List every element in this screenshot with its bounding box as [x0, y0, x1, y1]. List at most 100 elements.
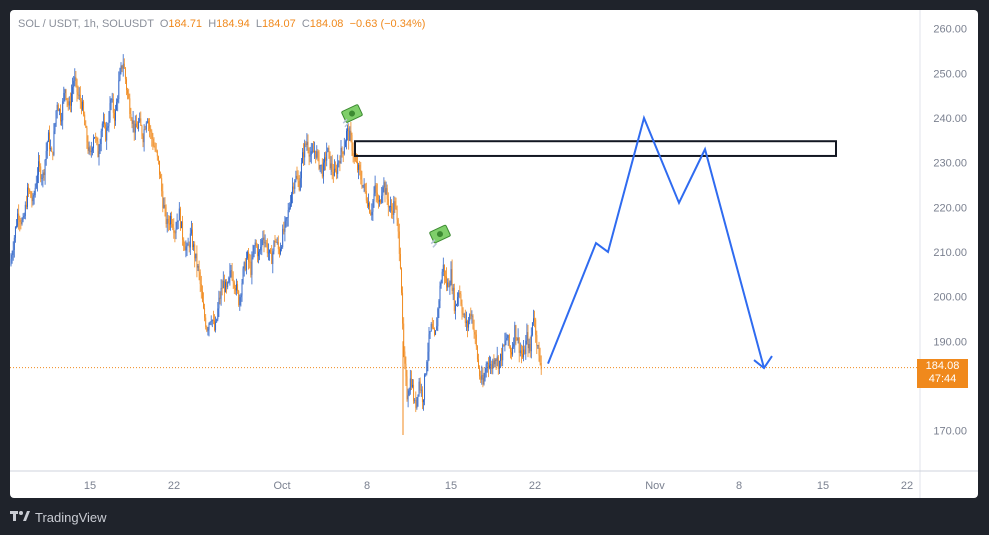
candle-body	[410, 378, 412, 387]
candle-body	[509, 346, 511, 353]
candle-body	[374, 185, 376, 194]
candle-body	[161, 178, 163, 192]
candle-body	[445, 276, 446, 278]
candle-body	[222, 280, 224, 289]
candle-body	[405, 363, 407, 377]
candle-body	[133, 120, 135, 133]
candle-body	[78, 94, 80, 96]
candle-body	[349, 130, 351, 141]
candle-body	[170, 216, 171, 225]
candle-body	[419, 381, 421, 391]
symbol-label: SOL / USDT, 1h, SOLUSDT	[18, 18, 154, 30]
money-icon[interactable]	[339, 104, 364, 128]
candle-body	[61, 120, 63, 122]
candle-body	[278, 248, 280, 254]
candle-body	[241, 283, 243, 296]
candle-body	[34, 187, 36, 196]
price-chart[interactable]: 260.00 250.00 240.00 230.00 220.00 210.00 200.…	[10, 10, 978, 498]
candle-body	[97, 141, 99, 158]
candle-body	[325, 157, 327, 161]
candle-body	[131, 120, 133, 124]
candle-body	[474, 331, 476, 335]
candle-body	[25, 204, 27, 207]
candle-body	[274, 241, 276, 242]
candle-body	[540, 363, 542, 370]
candle-body	[102, 121, 104, 124]
candle-body	[294, 180, 296, 189]
tradingview-logo-icon	[10, 509, 30, 525]
candle-body	[220, 288, 222, 299]
candle-body	[450, 269, 452, 285]
candle-body	[496, 356, 498, 361]
chart-panel[interactable]: 260.00 250.00 240.00 230.00 220.00 210.00 200.…	[10, 10, 978, 498]
footer-brand[interactable]: TradingView	[10, 509, 107, 525]
candle-body	[228, 277, 230, 283]
candle-body	[116, 102, 118, 111]
candle-body	[336, 170, 338, 174]
candle-body	[159, 160, 160, 175]
candle-body	[211, 320, 213, 322]
candle-body	[253, 245, 255, 254]
candle-body	[237, 284, 239, 292]
candle-body	[113, 112, 115, 121]
candle-body	[304, 143, 306, 158]
candle-body	[85, 125, 87, 128]
candle-body	[457, 297, 459, 305]
candle-body	[219, 297, 221, 299]
candle-body	[52, 151, 54, 155]
candle-body	[316, 151, 318, 158]
candle-body	[402, 292, 404, 324]
candle-body	[172, 224, 174, 228]
candle-body	[126, 79, 127, 91]
candle-body	[221, 288, 223, 289]
candle-body	[123, 63, 125, 69]
candle-body	[156, 150, 158, 157]
candle-body	[355, 161, 357, 162]
candle-body	[227, 282, 229, 288]
candle-body	[104, 121, 105, 125]
candle-body	[381, 195, 383, 203]
candle-body	[368, 203, 369, 207]
candle-body	[373, 193, 375, 201]
close-value: 184.08	[309, 18, 344, 30]
candle-body	[436, 326, 438, 331]
candle-body	[260, 246, 262, 251]
x-tick-label: 15	[817, 480, 829, 492]
current-price-value: 184.08	[925, 360, 960, 372]
candle-body	[214, 320, 215, 331]
candle-body	[379, 200, 380, 202]
candle-body	[434, 329, 435, 335]
candle-body	[391, 206, 393, 211]
candle-body	[359, 164, 361, 171]
candle-body	[209, 322, 211, 324]
candle-body	[98, 151, 100, 158]
candle-body	[476, 346, 478, 360]
candle-body	[203, 301, 204, 309]
candle-body	[538, 345, 540, 356]
candle-body	[120, 65, 122, 73]
candle-body	[31, 197, 33, 202]
candle-body	[199, 272, 201, 285]
candle-body	[333, 168, 335, 176]
candle-body	[129, 98, 131, 114]
candle-body	[251, 257, 253, 275]
candle-body	[351, 135, 353, 152]
candle-body	[197, 266, 199, 268]
candle-body	[225, 281, 226, 293]
money-icon[interactable]	[427, 224, 452, 248]
candle-body	[39, 161, 41, 167]
candle-body	[271, 252, 273, 264]
candle-body	[286, 217, 288, 219]
candle-body	[115, 110, 116, 121]
candle-body	[525, 340, 527, 355]
candle-body	[331, 163, 333, 172]
candle-body	[151, 131, 153, 140]
candle-body	[231, 270, 233, 280]
candle-body	[318, 152, 320, 169]
candle-body	[511, 352, 512, 355]
candle-body	[394, 201, 396, 207]
open-label: O	[159, 18, 169, 30]
candle-body	[427, 351, 429, 362]
candle-body	[494, 359, 496, 365]
candle-body	[305, 143, 307, 145]
